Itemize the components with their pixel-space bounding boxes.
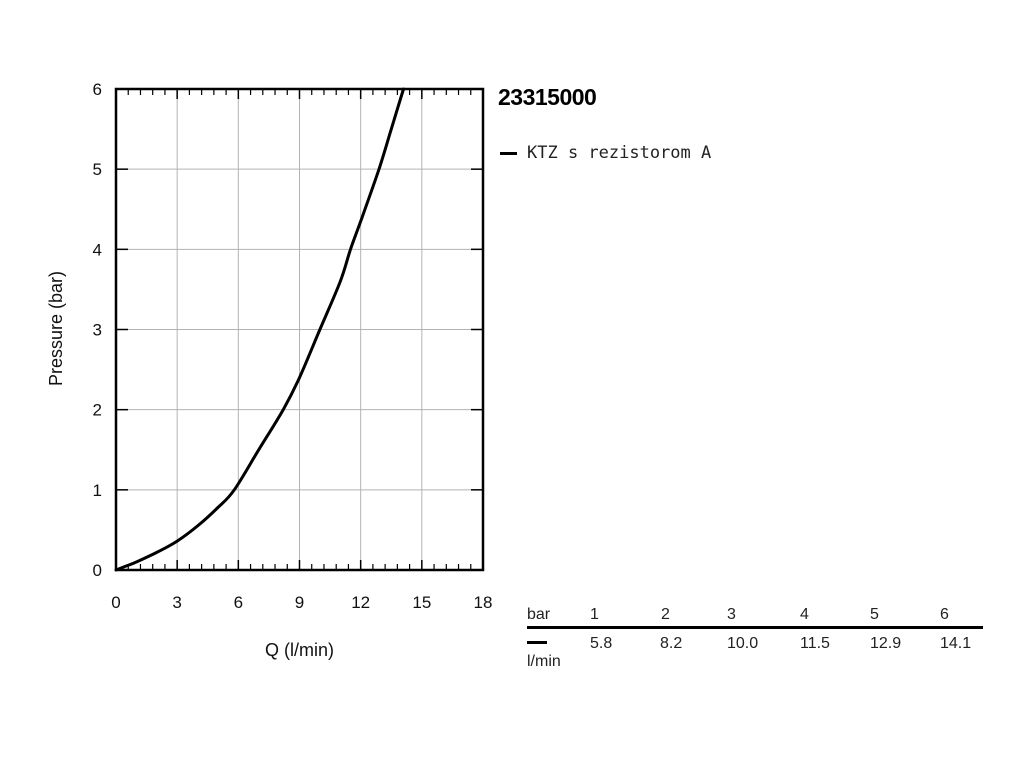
pressure-cell: 4 <box>800 606 809 623</box>
grid <box>116 89 483 570</box>
legend-swatch <box>500 151 517 155</box>
flow-cell: 8.2 <box>660 635 683 652</box>
pressure-unit-label: bar <box>527 606 551 623</box>
x-tick-label: 3 <box>172 593 181 612</box>
x-tick-label: 18 <box>474 593 493 612</box>
pressure-cell: 5 <box>870 606 879 623</box>
y-tick-label: 3 <box>93 321 102 340</box>
x-tick-label: 12 <box>351 593 370 612</box>
y-tick-label: 6 <box>93 80 102 99</box>
flow-cell: 11.5 <box>800 635 830 652</box>
flow-cell: 14.1 <box>940 635 972 652</box>
y-axis-title: Pressure (bar) <box>46 271 66 386</box>
flow-cell: 5.8 <box>590 635 613 652</box>
chart-title: 23315000 <box>498 84 597 110</box>
x-tick-label: 0 <box>111 593 120 612</box>
pressure-cell: 2 <box>661 606 670 623</box>
y-tick-label: 5 <box>93 160 102 179</box>
y-tick-label: 1 <box>93 481 102 500</box>
pressure-cell: 6 <box>940 606 949 623</box>
flow-unit-label: l/min <box>527 653 561 670</box>
y-tick-label: 2 <box>93 401 102 420</box>
flow-cell: 12.9 <box>870 635 902 652</box>
flow-table: bar 1 2 3 4 5 6 l/min 5.8 8.2 10.0 11.5 … <box>527 606 983 670</box>
x-tick-label: 15 <box>412 593 431 612</box>
x-tick-label: 6 <box>234 593 243 612</box>
flow-table-row: l/min 5.8 8.2 10.0 11.5 12.9 14.1 <box>527 629 983 670</box>
x-tick-label: 9 <box>295 593 304 612</box>
plot-frame <box>114 87 485 572</box>
y-tick-label: 0 <box>93 561 102 580</box>
flow-cell: 10.0 <box>727 635 759 652</box>
pressure-cell: 1 <box>590 606 599 623</box>
row-series-swatch <box>527 641 547 644</box>
pressure-cell: 3 <box>727 606 736 623</box>
series-line-ktz <box>114 87 405 572</box>
flow-table-header: bar 1 2 3 4 5 6 <box>527 606 983 629</box>
y-tick-label: 4 <box>93 240 102 259</box>
legend-label: KTZ s rezistorom A <box>527 143 712 163</box>
x-axis-title: Q (l/min) <box>265 640 334 660</box>
legend: KTZ s rezistorom A <box>500 143 711 163</box>
